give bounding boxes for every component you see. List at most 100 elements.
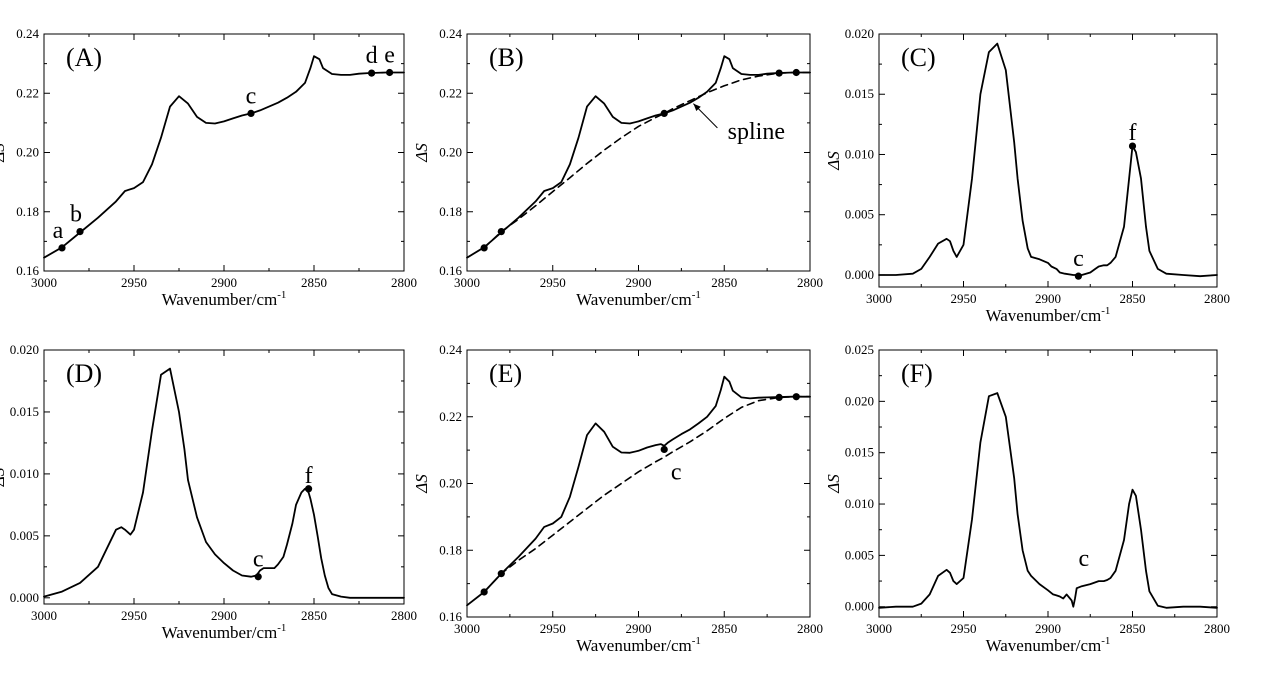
point-label: c xyxy=(253,547,264,573)
point-label: d xyxy=(366,43,378,69)
y-tick-label: 0.010 xyxy=(845,496,874,511)
x-tick-label: 2900 xyxy=(211,275,237,290)
data-point-marker xyxy=(497,570,505,578)
y-tick-label: 0.000 xyxy=(10,590,39,605)
x-axis-title-superscript: -1 xyxy=(692,635,701,647)
x-tick-label: 2800 xyxy=(1204,621,1230,636)
point-label: c xyxy=(1073,246,1084,272)
x-tick-label: 2950 xyxy=(121,275,147,290)
x-tick-label: 2850 xyxy=(1120,621,1146,636)
x-tick-label: 2800 xyxy=(797,621,823,636)
data-point-marker xyxy=(660,109,668,117)
x-tick-label: 2800 xyxy=(391,275,417,290)
x-tick-label: 3000 xyxy=(866,621,892,636)
y-tick-label: 0.18 xyxy=(439,204,462,219)
spectrum-line xyxy=(466,55,811,259)
data-point-marker xyxy=(247,109,255,117)
y-tick-label: 0.24 xyxy=(16,26,39,41)
x-axis-title-text: Wavenumber/cm xyxy=(986,636,1102,655)
point-label: c xyxy=(671,459,682,485)
y-axis-title: ΔS xyxy=(0,143,8,163)
spectrum-line xyxy=(878,42,1218,278)
y-tick-label: 0.22 xyxy=(439,409,462,424)
panel-label: (A) xyxy=(66,43,102,72)
y-axis-title: ΔS xyxy=(412,143,431,163)
panel-label: (F) xyxy=(901,359,933,388)
x-axis-title: Wavenumber/cm-1 xyxy=(576,635,701,655)
point-label: c xyxy=(246,83,257,109)
x-axis-title-text: Wavenumber/cm xyxy=(162,290,278,309)
data-point-marker xyxy=(792,393,800,401)
x-tick-label: 2800 xyxy=(797,275,823,290)
x-tick-label: 2950 xyxy=(951,291,977,306)
x-tick-label: 2950 xyxy=(540,621,566,636)
spectrum-line xyxy=(878,392,1218,609)
point-label: f xyxy=(1129,120,1137,146)
x-tick-label: 2850 xyxy=(301,608,327,623)
chart-panel-2: 3000 2950 2900 2850 2800 0.16 0.18 0.20 0.22 0.24… xyxy=(412,26,823,309)
x-tick-label: 2900 xyxy=(1035,291,1061,306)
y-tick-label: 0.020 xyxy=(10,342,39,357)
spectrum-line xyxy=(43,367,405,599)
x-tick-label: 3000 xyxy=(454,275,480,290)
chart-panel-5: 3000 2950 2900 2850 2800 0.16 0.18 0.20 0.22 0.24… xyxy=(412,342,823,655)
chart-panel-4: 3000 2950 2900 2850 2800 0.000 0.005 0.010 0.015… xyxy=(0,342,417,642)
point-label: a xyxy=(53,218,64,244)
spline-baseline-line xyxy=(483,71,811,249)
y-tick-label: 0.015 xyxy=(845,445,874,460)
x-axis-title: Wavenumber/cm-1 xyxy=(162,289,287,309)
y-axis-title: ΔS xyxy=(824,474,843,494)
spline-annotation: spline xyxy=(728,119,785,145)
data-point-marker xyxy=(76,227,84,236)
x-axis-title-text: Wavenumber/cm xyxy=(986,306,1102,325)
y-tick-label: 0.16 xyxy=(439,609,462,624)
x-axis-title-superscript: -1 xyxy=(692,289,701,301)
point-label: b xyxy=(70,202,82,228)
chart-panel-1: 3000 2950 2900 2850 2800 0.16 0.18 0.20 0.22 0.24… xyxy=(0,26,417,309)
point-label: e xyxy=(384,43,395,69)
y-tick-label: 0.015 xyxy=(845,86,874,101)
x-tick-label: 2900 xyxy=(626,275,652,290)
y-tick-label: 0.020 xyxy=(845,393,874,408)
x-tick-label: 3000 xyxy=(454,621,480,636)
y-tick-label: 0.24 xyxy=(439,26,462,41)
y-tick-label: 0.015 xyxy=(10,404,39,419)
chart-panel-3: 3000 2950 2900 2850 2800 0.000 0.005 0.010 0.015… xyxy=(824,26,1230,325)
data-point-marker xyxy=(480,588,488,596)
x-axis-title-superscript: -1 xyxy=(1101,305,1110,317)
y-tick-label: 0.025 xyxy=(845,342,874,357)
data-point-marker xyxy=(480,244,488,252)
x-tick-label: 2850 xyxy=(711,621,737,636)
y-tick-label: 0.16 xyxy=(16,263,39,278)
x-axis-title-superscript: -1 xyxy=(277,622,286,634)
y-tick-label: 0.000 xyxy=(845,267,874,282)
y-tick-label: 0.010 xyxy=(10,466,39,481)
x-axis-title: Wavenumber/cm-1 xyxy=(576,289,701,309)
x-tick-label: 2850 xyxy=(711,275,737,290)
x-axis-title-superscript: -1 xyxy=(277,289,286,301)
x-axis-title: Wavenumber/cm-1 xyxy=(986,305,1111,325)
y-tick-label: 0.005 xyxy=(845,207,874,222)
y-tick-label: 0.20 xyxy=(439,145,462,160)
panel-label: (E) xyxy=(489,359,522,388)
x-tick-label: 2850 xyxy=(1120,291,1146,306)
panel-label: (B) xyxy=(489,43,524,72)
x-axis-title-text: Wavenumber/cm xyxy=(162,623,278,642)
y-tick-label: 0.010 xyxy=(845,146,874,161)
y-axis-title: ΔS xyxy=(412,474,431,494)
x-tick-label: 2950 xyxy=(121,608,147,623)
data-point-marker xyxy=(1128,142,1137,150)
data-point-marker xyxy=(58,244,66,252)
y-tick-label: 0.000 xyxy=(845,599,874,614)
y-tick-label: 0.22 xyxy=(439,85,462,100)
x-tick-label: 3000 xyxy=(866,291,892,306)
x-tick-label: 3000 xyxy=(31,608,57,623)
chart-panel-6: 3000 2950 2900 2850 2800 0.000 0.005 0.010 0.015… xyxy=(824,342,1230,655)
x-tick-label: 2850 xyxy=(301,275,327,290)
spectrum-line xyxy=(466,375,811,607)
x-axis-title-text: Wavenumber/cm xyxy=(576,290,692,309)
data-point-marker xyxy=(368,69,376,77)
data-point-marker xyxy=(1074,272,1083,280)
y-tick-label: 0.22 xyxy=(16,85,39,100)
